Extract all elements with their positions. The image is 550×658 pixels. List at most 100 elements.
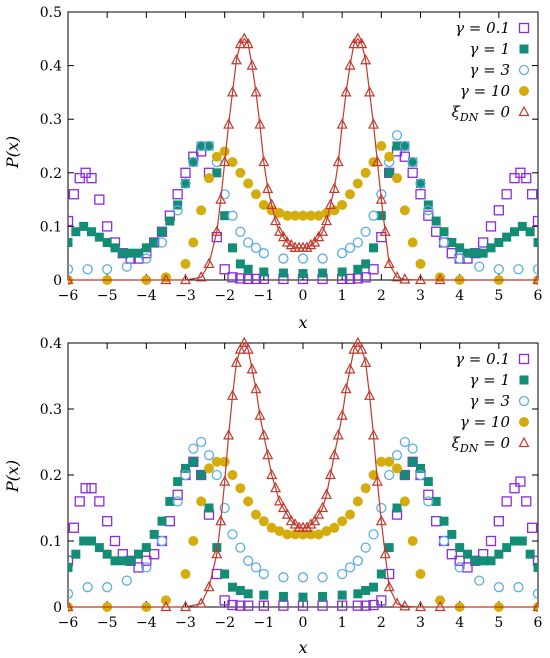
data-point: [501, 189, 512, 200]
data-point: [348, 37, 360, 49]
x-tick-label: 0: [299, 288, 308, 304]
data-point: [250, 273, 262, 285]
data-point: [156, 237, 168, 248]
data-point: [415, 569, 426, 579]
data-point: [376, 141, 387, 151]
data-point: [337, 267, 347, 277]
data-point: [68, 555, 74, 566]
data-point: [345, 189, 355, 200]
data-point: [493, 582, 504, 593]
data-point: [180, 569, 191, 579]
data-point: [454, 253, 465, 264]
data-point: [434, 273, 446, 285]
data-point: [242, 37, 254, 49]
data-point: [157, 516, 167, 526]
data-point: [180, 273, 191, 285]
data-point: [141, 253, 152, 264]
data-point: [102, 264, 113, 275]
x-tick-label: 5: [494, 288, 503, 304]
data-point: [371, 475, 383, 486]
data-point: [196, 140, 207, 152]
data-point: [251, 189, 261, 200]
data-point: [513, 264, 524, 275]
data-point: [321, 488, 332, 499]
data-point: [391, 271, 403, 282]
data-point: [68, 189, 80, 200]
legend-item: γ = 1: [469, 371, 529, 389]
data-point: [431, 216, 441, 226]
data-point: [164, 516, 175, 527]
data-point: [278, 268, 288, 278]
data-point: [211, 456, 222, 467]
data-point: [324, 198, 336, 210]
bottom-panel: −6 −5 −4 −3 −2 −1 0 1 2 3 4 5 6 0 0.1 0.2 0.3 0.4 x P(x) γ =…: [3, 336, 543, 657]
data-point: [141, 555, 152, 566]
series-line: [68, 37, 538, 281]
data-point: [345, 509, 355, 520]
data-point: [434, 600, 446, 612]
data-point: [121, 575, 132, 586]
data-point: [415, 189, 426, 200]
data-point: [360, 542, 371, 553]
data-point: [246, 59, 258, 70]
data-point: [510, 536, 519, 546]
x-axis-label: x: [298, 313, 307, 332]
data-point: [281, 508, 293, 519]
data-point: [227, 210, 238, 221]
y-tick-label: 0.4: [40, 336, 62, 352]
data-point: [211, 568, 222, 580]
data-point: [180, 600, 191, 612]
data-point: [423, 496, 434, 507]
data-point: [301, 241, 313, 252]
data-point: [337, 516, 348, 527]
legend-marker: [518, 105, 530, 117]
data-point: [243, 178, 254, 189]
data-point: [234, 343, 246, 354]
x-tick-label: 1: [338, 615, 347, 631]
data-point: [391, 130, 403, 141]
data-point: [360, 167, 371, 178]
data-point: [391, 597, 403, 608]
data-point: [243, 589, 253, 599]
data-point: [391, 450, 403, 461]
data-point: [399, 273, 411, 284]
data-point: [165, 496, 175, 506]
data-point: [337, 600, 348, 611]
data-point: [290, 529, 301, 540]
data-point: [74, 173, 85, 184]
data-point: [172, 189, 183, 200]
data-point: [227, 157, 238, 168]
data-point: [285, 238, 297, 250]
data-point: [68, 562, 73, 572]
data-point: [251, 509, 261, 520]
data-point: [235, 483, 246, 494]
y-tick-label: 0.1: [40, 219, 62, 235]
data-point: [203, 580, 215, 592]
data-point: [227, 599, 238, 611]
data-point: [486, 556, 496, 566]
data-point: [368, 529, 379, 540]
series-open-circle: [68, 436, 538, 599]
data-point: [274, 495, 285, 506]
data-point: [455, 543, 465, 553]
data-point: [399, 205, 410, 216]
data-point: [126, 248, 136, 258]
plot-frame: [67, 342, 539, 608]
x-tick-label: −1: [254, 615, 275, 631]
data-point: [368, 264, 379, 275]
data-point: [332, 155, 344, 167]
data-point: [384, 469, 395, 481]
data-point: [297, 253, 309, 264]
data-point: [173, 477, 183, 487]
data-point: [258, 568, 269, 580]
data-point: [353, 264, 363, 274]
data-point: [392, 503, 402, 513]
data-point: [407, 156, 418, 168]
data-point: [352, 237, 363, 248]
data-point: [94, 496, 105, 507]
data-point: [416, 179, 425, 189]
data-point: [454, 555, 465, 566]
data-point: [278, 253, 289, 264]
data-point: [415, 469, 426, 481]
data-point: [399, 496, 410, 507]
